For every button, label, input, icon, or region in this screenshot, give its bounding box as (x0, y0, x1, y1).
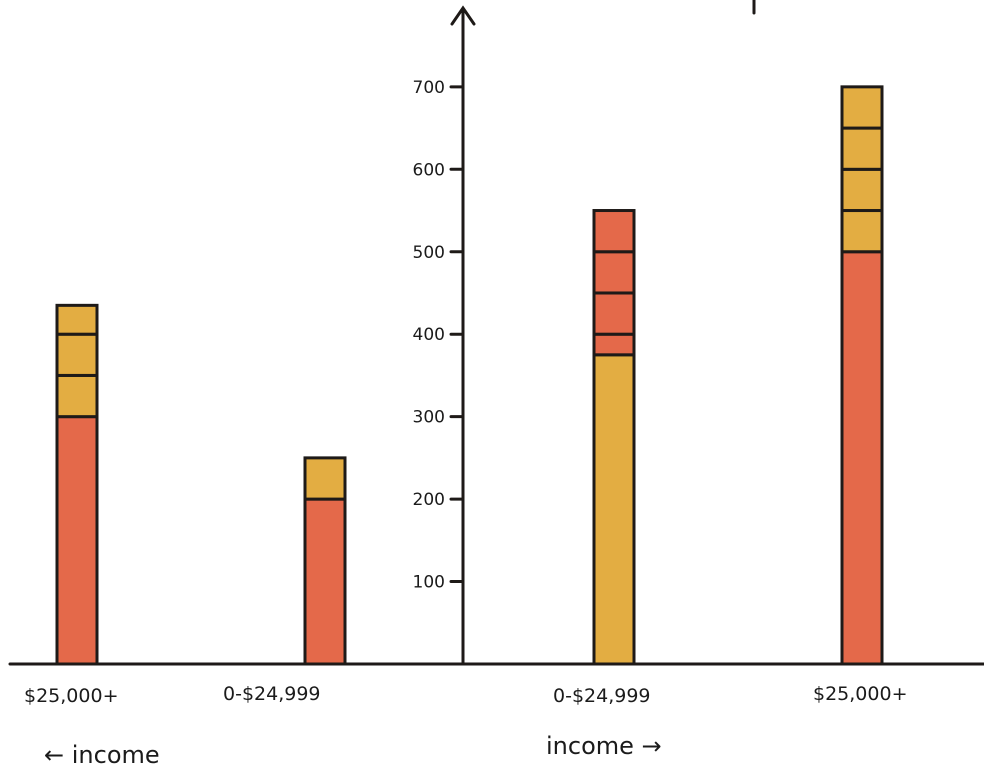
bar-4-segment-5 (842, 87, 882, 128)
bar-4-segment-3 (842, 169, 882, 210)
bar-3-segment-2 (594, 334, 634, 355)
y-tick-label-100: 100 (413, 573, 445, 593)
bar-1-segment-1 (57, 417, 97, 664)
bar-3 (594, 211, 634, 664)
y-tick-label-500: 500 (413, 243, 445, 263)
y-tick-label-200: 200 (413, 490, 445, 510)
bar-4 (842, 87, 882, 664)
category-label-2: 0-$24,999 (223, 683, 321, 705)
category-label-3: 0-$24,999 (553, 685, 651, 707)
ticks-layer: 100 200 300 400 500 600 700 (413, 78, 463, 593)
x-caption-left: ← income (44, 741, 160, 769)
y-tick-label-300: 300 (413, 408, 445, 428)
category-label-1: $25,000+ (24, 685, 119, 707)
x-caption-right: income → (546, 732, 662, 760)
bar-1-segment-3 (57, 334, 97, 375)
y-tick-label-600: 600 (413, 160, 445, 180)
bar-4-segment-2 (842, 211, 882, 252)
bar-1-segment-4 (57, 305, 97, 334)
category-label-4: $25,000+ (813, 683, 908, 705)
bar-1-segment-2 (57, 375, 97, 416)
y-tick-label-400: 400 (413, 325, 445, 345)
bar-1 (57, 305, 97, 664)
bar-3-segment-4 (594, 252, 634, 293)
bar-3-segment-1 (594, 355, 634, 664)
bar-3-segment-3 (594, 293, 634, 334)
bar-4-segment-1 (842, 252, 882, 664)
labels-layer: $25,000+ 0-$24,999 0-$24,999 $25,000+ ← … (24, 683, 908, 769)
bar-2-segment-1 (305, 499, 345, 664)
bar-3-segment-5 (594, 211, 634, 252)
bars-layer (57, 87, 882, 664)
bar-4-segment-4 (842, 128, 882, 169)
y-tick-label-700: 700 (413, 78, 445, 98)
bar-2-segment-2 (305, 458, 345, 499)
bar-2 (305, 458, 345, 664)
axes-layer (10, 0, 984, 664)
